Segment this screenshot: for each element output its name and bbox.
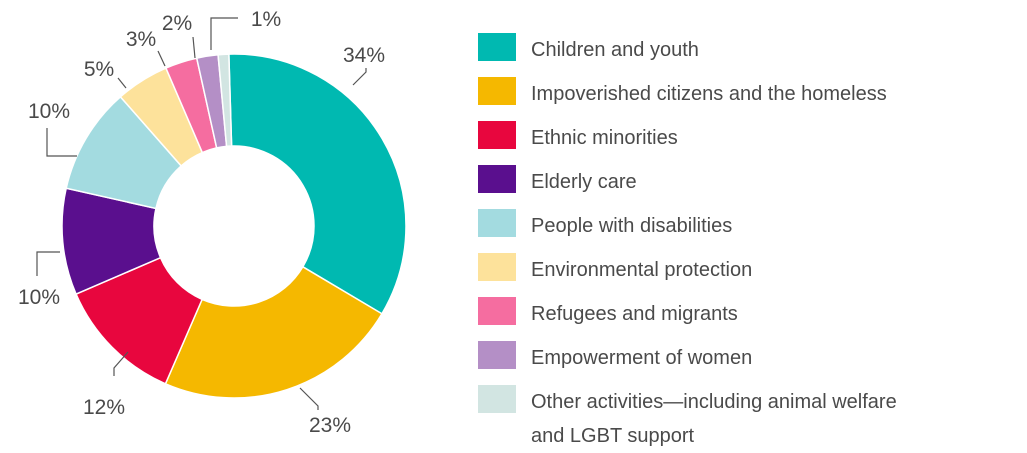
percent-labels: 34% 23% 12% 10% 10% 5% 3% 2% 1% xyxy=(18,8,385,437)
legend-label-line: Elderly care xyxy=(531,171,637,193)
legend-item: Elderly care xyxy=(478,159,1023,203)
legend-label-line: Impoverished citizens and the homeless xyxy=(531,83,887,105)
legend-label-line: Children and youth xyxy=(531,39,699,61)
legend-item: Ethnic minorities xyxy=(478,115,1023,159)
legend-swatch xyxy=(478,341,516,369)
leader-lines xyxy=(36,17,367,410)
legend-label-line: Environmental protection xyxy=(531,259,753,281)
data-label-3: 12% xyxy=(83,396,125,419)
leader-line-4 xyxy=(36,251,60,276)
data-label-4: 10% xyxy=(18,286,60,309)
leader-line-7 xyxy=(157,50,166,67)
data-label-6: 5% xyxy=(84,58,114,81)
legend-label: Empowerment of women xyxy=(531,341,752,375)
legend-item: Impoverished citizens and the homeless xyxy=(478,71,1023,115)
legend: Children and youth Impoverished citizens … xyxy=(478,27,1023,447)
legend-swatch xyxy=(478,385,516,413)
data-label-1: 34% xyxy=(343,44,385,67)
legend-label: Elderly care xyxy=(531,165,637,199)
legend-label: Refugees and migrants xyxy=(531,297,738,331)
leader-line-5 xyxy=(46,128,77,157)
slice-2 xyxy=(164,265,383,399)
leader-line-2 xyxy=(299,387,319,410)
data-label-9: 1% xyxy=(251,8,281,31)
slice-1 xyxy=(228,53,407,315)
leader-line-9 xyxy=(210,17,238,50)
donut-chart: 34% 23% 12% 10% 10% 5% 3% 2% 1% xyxy=(18,8,407,437)
legend-swatch xyxy=(478,77,516,105)
legend-item: People with disabilities xyxy=(478,203,1023,247)
data-label-2: 23% xyxy=(309,414,351,437)
leader-line-3 xyxy=(113,351,129,376)
legend-item: Other activities—including animal welfar… xyxy=(478,379,1023,447)
legend-label-line: People with disabilities xyxy=(531,215,733,237)
legend-label: Environmental protection xyxy=(531,253,752,287)
data-label-7: 3% xyxy=(126,28,156,51)
slice-9 xyxy=(217,53,233,148)
legend-swatch xyxy=(478,165,516,193)
legend-swatch xyxy=(478,297,516,325)
legend-label-line: and LGBT support xyxy=(531,425,695,447)
legend-label: People with disabilities xyxy=(531,209,732,243)
legend-swatch xyxy=(478,253,516,281)
legend-label: Impoverished citizens and the homeless xyxy=(531,77,887,111)
legend-label-line: Other activities—including animal welfar… xyxy=(531,391,897,413)
leader-line-1 xyxy=(352,68,367,86)
leader-line-6 xyxy=(117,77,127,89)
legend-label: Children and youth xyxy=(531,33,699,67)
legend-swatch xyxy=(478,33,516,61)
legend-item: Children and youth xyxy=(478,27,1023,71)
legend-swatch xyxy=(478,209,516,237)
donut-slices xyxy=(61,53,407,399)
legend-label-line: Empowerment of women xyxy=(531,347,753,369)
legend-label-line: Refugees and migrants xyxy=(531,303,738,325)
legend-label: Other activities—including animal welfar… xyxy=(531,385,897,453)
legend-label: Ethnic minorities xyxy=(531,121,678,155)
legend-swatch xyxy=(478,121,516,149)
leader-line-8 xyxy=(192,36,196,59)
data-label-5: 10% xyxy=(28,100,70,123)
legend-item: Empowerment of women xyxy=(478,335,1023,379)
legend-label-line: Ethnic minorities xyxy=(531,127,678,149)
legend-item: Environmental protection xyxy=(478,247,1023,291)
data-label-8: 2% xyxy=(162,12,192,35)
legend-item: Refugees and migrants xyxy=(478,291,1023,335)
